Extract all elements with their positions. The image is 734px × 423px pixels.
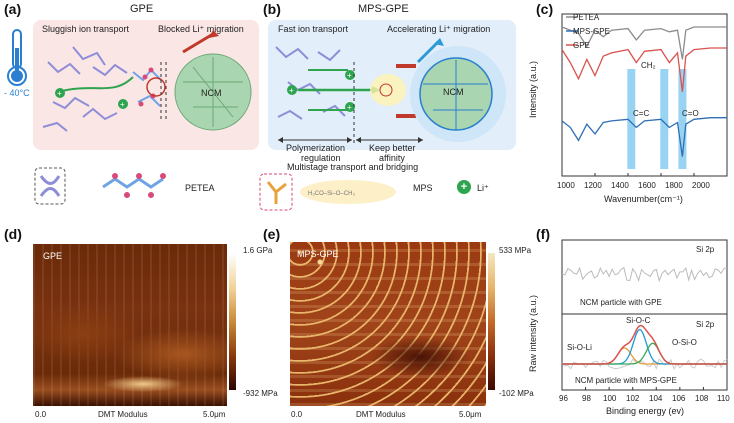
panel-d-scale-max: 1.6 GPa <box>243 246 273 255</box>
panel-e-scale-min: -102 MPa <box>499 389 534 398</box>
affinity-label: affinity <box>379 153 405 163</box>
panel-f-frame <box>561 239 728 391</box>
svg-text:+: + <box>120 100 125 109</box>
panel-c-xlabel: Wavenumber(cm⁻¹) <box>604 194 683 204</box>
ftir-line-gpe <box>561 47 727 92</box>
xtick-f-7: 110 <box>717 394 730 403</box>
panel-d-afm-image <box>33 244 227 406</box>
temperature-label: - 40°C <box>4 88 30 98</box>
panel-f-top-caption: NCM particle with GPE <box>580 298 662 307</box>
panel-a-title: GPE <box>130 3 154 15</box>
panel-b-title: MPS-GPE <box>358 3 409 15</box>
legend-gpe: GPE <box>573 41 590 50</box>
panel-e-scale-max: 533 MPa <box>499 246 532 255</box>
panel-a-label: (a) <box>4 1 22 17</box>
panel-f-xps-chart <box>561 239 728 391</box>
mps-legend-label: MPS <box>413 183 433 193</box>
peak-siosio-label: O-Si-O <box>672 338 697 347</box>
panel-c-label: (c) <box>536 1 554 17</box>
panel-e-afm-image <box>290 242 486 406</box>
xtick-c-5: 2000 <box>692 181 710 190</box>
panel-f-label: (f) <box>536 226 550 242</box>
panel-a-particle: NCM <box>201 88 222 98</box>
xtick-c-0: 1000 <box>557 181 575 190</box>
xtick-f-3: 102 <box>626 394 640 403</box>
panel-f-bottom-caption: NCM particle with MPS-GPE <box>575 376 677 385</box>
petea-legend-label: PETEA <box>185 183 215 193</box>
panel-d-x-start: 0.0 <box>35 410 47 419</box>
panel-c-ftir-chart <box>561 13 728 177</box>
xps-top-spectrum <box>561 266 728 283</box>
panel-e-x-start: 0.0 <box>291 410 303 419</box>
panel-b-caption: Multistage transport and bridging <box>287 162 419 172</box>
svg-text:+: + <box>347 71 352 80</box>
polymerization-label: Polymerization <box>286 143 346 153</box>
panel-a-note-right: Blocked Li⁺ migration <box>158 24 244 34</box>
xtick-c-2: 1400 <box>611 181 629 190</box>
ftir-band-1 <box>660 69 669 169</box>
panel-c-ylabel: Intensity (a.u.) <box>528 60 538 118</box>
xtick-c-1: 1200 <box>584 181 602 190</box>
li-ion-icon: + <box>457 180 471 194</box>
legend-petea: PETEA <box>573 13 600 22</box>
panel-e-name: MPS-GPE <box>297 249 339 259</box>
ftir-band-2 <box>678 69 687 169</box>
xtick-f-2: 100 <box>603 394 617 403</box>
panel-d-scale-min: -932 MPa <box>243 389 278 398</box>
panel-b-note-right: Accelerating Li⁺ migration <box>387 24 491 34</box>
panel-d-colorbar <box>229 253 236 390</box>
panel-d-x-mid: DMT Modulus <box>98 410 148 419</box>
xtick-f-4: 104 <box>649 394 663 403</box>
mps-legend-graphics: H₃CO–Si–O–CH₃ <box>259 173 396 211</box>
regulation-label: regulation <box>301 153 341 163</box>
svg-text:+: + <box>57 89 62 98</box>
keep-better-label: Keep better <box>369 143 416 153</box>
legend-mps-gpe: MPS-GPE <box>573 27 610 36</box>
panel-b-particle: NCM <box>443 87 464 97</box>
panel-f-xlabel: Binding energy (ev) <box>606 406 685 416</box>
band-ch2-label: CH₂ <box>641 61 656 70</box>
svg-text:+: + <box>289 86 294 95</box>
panel-c-frame <box>561 13 728 177</box>
panel-e-colorbar <box>488 253 495 390</box>
panel-e-x-mid: DMT Modulus <box>356 410 406 419</box>
panel-d-x-end: 5.0μm <box>203 410 226 419</box>
xtick-c-3: 1600 <box>638 181 656 190</box>
svg-text:H₃CO–Si–O–CH₃: H₃CO–Si–O–CH₃ <box>308 191 355 197</box>
panel-b-label: (b) <box>263 1 281 17</box>
panel-a-legend-graphics <box>34 167 166 205</box>
ftir-band-0 <box>627 69 636 169</box>
xtick-f-5: 106 <box>672 394 686 403</box>
panel-d-label: (d) <box>4 226 22 242</box>
panel-b-schematic: + + + <box>275 38 506 144</box>
ftir-line-mps-gpe <box>561 117 727 157</box>
peak-sioc-label: Si-O-C <box>626 316 651 325</box>
xtick-f-0: 96 <box>559 394 568 403</box>
ftir-line-petea <box>561 26 727 60</box>
panel-a-note-left: Sluggish ion transport <box>42 24 130 34</box>
xtick-f-1: 98 <box>582 394 591 403</box>
panel-a-schematic: + + <box>42 30 252 132</box>
xtick-c-4: 1800 <box>665 181 683 190</box>
xtick-f-6: 108 <box>695 394 709 403</box>
xps-envelope <box>562 324 727 365</box>
panel-b-note-left: Fast ion transport <box>278 24 349 34</box>
panel-d-name: GPE <box>43 251 63 261</box>
panel-f-bottom-tag: Si 2p <box>696 320 715 329</box>
thermometer-icon <box>7 29 27 86</box>
panel-e-x-end: 5.0μm <box>459 410 482 419</box>
panel-e-label: (e) <box>263 226 281 242</box>
li-legend-label: Li⁺ <box>477 183 489 193</box>
band-co-label: C=O <box>682 109 699 118</box>
band-cc-label: C=C <box>633 109 650 118</box>
svg-text:+: + <box>347 103 352 112</box>
panel-f-ylabel: Raw intensity (a.u.) <box>528 294 538 372</box>
peak-sioli-label: Si-O-Li <box>567 343 592 352</box>
panel-f-top-tag: Si 2p <box>696 245 715 254</box>
